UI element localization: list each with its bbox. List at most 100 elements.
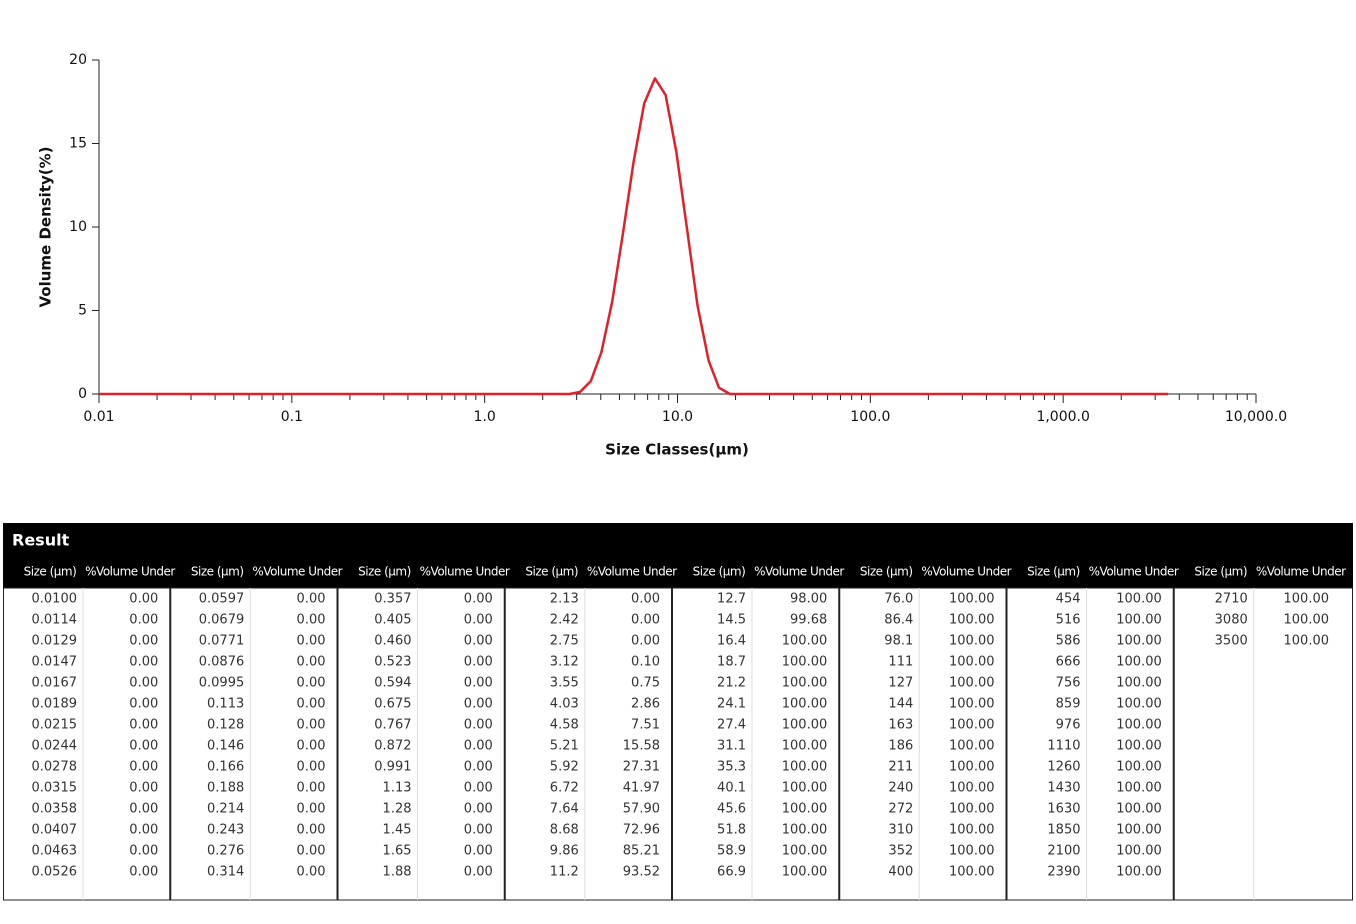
size-cell: 0.146 xyxy=(207,739,244,754)
column-header: %Volume Under xyxy=(252,565,342,579)
x-tick-label: 0.01 xyxy=(83,409,114,425)
volume-cell: 0.00 xyxy=(631,634,660,649)
volume-cell: 100.00 xyxy=(1116,676,1162,691)
volume-cell: 7.51 xyxy=(631,718,660,733)
size-cell: 186 xyxy=(888,739,913,754)
size-cell: 0.0114 xyxy=(32,613,78,628)
volume-cell: 0.00 xyxy=(297,634,326,649)
size-cell: 859 xyxy=(1056,697,1081,712)
volume-cell: 100.00 xyxy=(1116,718,1162,733)
volume-cell: 100.00 xyxy=(1116,844,1162,859)
size-cell: 0.0167 xyxy=(32,676,78,691)
size-cell: 0.0129 xyxy=(32,634,78,649)
volume-cell: 100.00 xyxy=(782,802,828,817)
volume-cell: 0.00 xyxy=(464,697,493,712)
y-axis-title: Volume Density(%) xyxy=(37,146,55,307)
size-cell: 27.4 xyxy=(717,718,746,733)
density-line xyxy=(99,77,1169,396)
volume-cell: 0.00 xyxy=(464,634,493,649)
volume-cell: 100.00 xyxy=(949,697,995,712)
volume-cell: 0.00 xyxy=(129,823,158,838)
size-cell: 1.65 xyxy=(383,844,412,859)
size-cell: 0.460 xyxy=(374,634,411,649)
size-cell: 76.0 xyxy=(884,592,913,607)
size-cell: 0.0189 xyxy=(32,697,78,712)
volume-cell: 0.00 xyxy=(129,739,158,754)
volume-cell: 100.00 xyxy=(949,613,995,628)
volume-cell: 100.00 xyxy=(782,655,828,670)
volume-cell: 0.00 xyxy=(297,718,326,733)
size-cell: 240 xyxy=(888,781,913,796)
column-header: %Volume Under xyxy=(420,565,510,579)
volume-cell: 0.75 xyxy=(631,676,660,691)
size-cell: 51.8 xyxy=(717,823,746,838)
volume-cell: 0.00 xyxy=(297,760,326,775)
size-cell: 0.0278 xyxy=(32,760,78,775)
volume-cell: 0.00 xyxy=(297,823,326,838)
volume-cell: 0.00 xyxy=(297,781,326,796)
size-cell: 0.128 xyxy=(207,718,244,733)
size-cell: 352 xyxy=(888,844,913,859)
volume-cell: 100.00 xyxy=(949,844,995,859)
volume-cell: 0.00 xyxy=(297,697,326,712)
column-header: Size (μm) xyxy=(191,565,244,579)
size-cell: 3.55 xyxy=(550,676,579,691)
volume-cell: 100.00 xyxy=(1116,802,1162,817)
size-cell: 0.0215 xyxy=(32,718,78,733)
size-cell: 2710 xyxy=(1215,592,1248,607)
volume-cell: 2.86 xyxy=(631,697,660,712)
table-title: Result xyxy=(12,531,70,550)
size-cell: 0.405 xyxy=(374,613,411,628)
size-cell: 0.314 xyxy=(207,865,244,880)
volume-cell: 0.00 xyxy=(297,844,326,859)
column-header: Size (μm) xyxy=(1194,565,1247,579)
size-cell: 58.9 xyxy=(717,844,746,859)
volume-cell: 100.00 xyxy=(949,655,995,670)
volume-cell: 100.00 xyxy=(1116,823,1162,838)
volume-cell: 0.00 xyxy=(129,592,158,607)
volume-cell: 100.00 xyxy=(782,676,828,691)
volume-cell: 0.00 xyxy=(464,844,493,859)
size-cell: 2390 xyxy=(1047,865,1080,880)
volume-cell: 0.00 xyxy=(464,718,493,733)
size-cell: 272 xyxy=(888,802,913,817)
volume-cell: 0.00 xyxy=(129,655,158,670)
size-cell: 516 xyxy=(1056,613,1081,628)
volume-cell: 0.00 xyxy=(631,613,660,628)
size-cell: 45.6 xyxy=(717,802,746,817)
size-cell: 0.357 xyxy=(374,592,411,607)
size-cell: 0.0407 xyxy=(32,823,78,838)
size-cell: 0.0771 xyxy=(199,634,245,649)
volume-cell: 100.00 xyxy=(782,865,828,880)
size-cell: 86.4 xyxy=(884,613,913,628)
size-cell: 1.88 xyxy=(383,865,412,880)
volume-cell: 0.00 xyxy=(129,613,158,628)
size-cell: 144 xyxy=(888,697,913,712)
volume-cell: 57.90 xyxy=(623,802,660,817)
size-cell: 2.75 xyxy=(550,634,579,649)
volume-cell: 0.00 xyxy=(129,760,158,775)
x-tick-label: 1.0 xyxy=(474,409,496,425)
volume-cell: 100.00 xyxy=(949,718,995,733)
volume-cell: 41.97 xyxy=(623,781,660,796)
size-cell: 6.72 xyxy=(550,781,579,796)
size-cell: 0.188 xyxy=(207,781,244,796)
size-cell: 0.872 xyxy=(374,739,411,754)
volume-cell: 0.00 xyxy=(464,676,493,691)
size-cell: 2.42 xyxy=(550,613,579,628)
size-cell: 21.2 xyxy=(717,676,746,691)
volume-cell: 100.00 xyxy=(949,676,995,691)
size-cell: 1630 xyxy=(1047,802,1080,817)
size-cell: 756 xyxy=(1056,676,1081,691)
size-cell: 0.166 xyxy=(207,760,244,775)
size-cell: 7.64 xyxy=(550,802,579,817)
column-header: Size (μm) xyxy=(525,565,578,579)
size-cell: 4.03 xyxy=(550,697,579,712)
size-cell: 586 xyxy=(1056,634,1081,649)
size-cell: 0.523 xyxy=(374,655,411,670)
size-cell: 0.0315 xyxy=(32,781,78,796)
volume-cell: 0.00 xyxy=(297,802,326,817)
size-cell: 18.7 xyxy=(717,655,746,670)
volume-cell: 0.00 xyxy=(464,781,493,796)
